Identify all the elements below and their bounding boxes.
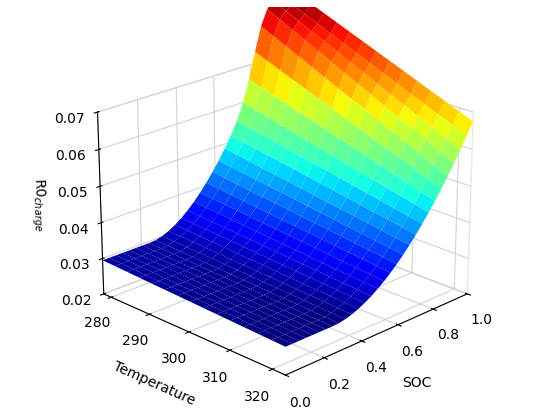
Y-axis label: Temperature: Temperature — [111, 359, 197, 408]
X-axis label: SOC: SOC — [403, 376, 432, 390]
